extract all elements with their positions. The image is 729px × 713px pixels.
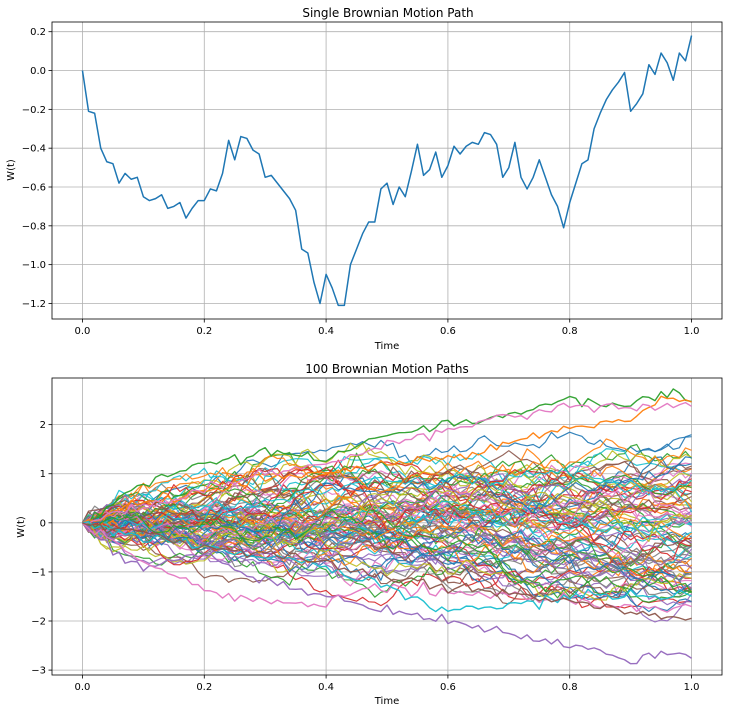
- path-line: [82, 503, 692, 585]
- path-line: [82, 452, 692, 524]
- y-tick-label: −2: [31, 617, 46, 628]
- y-tick-label: −3: [31, 666, 46, 677]
- y-tick-label: −0.8: [22, 221, 46, 232]
- path-line: [82, 467, 692, 556]
- x-tick-label: 1.0: [684, 682, 700, 693]
- y-tick-label: 1: [40, 469, 46, 480]
- x-tick-label: 0.6: [440, 682, 456, 693]
- y-tick-label: −1: [31, 567, 46, 578]
- series-line: [81, 35, 693, 307]
- path-line: [82, 467, 692, 566]
- y-tick-label: −1.2: [22, 299, 46, 310]
- path-line: [82, 456, 692, 553]
- x-tick-label: 0.2: [196, 326, 212, 337]
- path-line: [82, 401, 692, 524]
- path-line: [82, 395, 692, 524]
- path-line: [82, 501, 692, 603]
- y-tick-label: 0: [40, 518, 46, 529]
- y-tick-label: −0.4: [22, 144, 46, 155]
- multi-path-chart: 100 Brownian Motion Paths 0.0 0.2 0.4 0.6 0.…: [16, 362, 723, 707]
- path-line: [82, 466, 692, 531]
- y-tick-label: 0.0: [30, 66, 46, 77]
- x-axis-label: Time: [374, 696, 399, 707]
- single-path-chart: Single Brownian Motion Path 0.0 0.2 0.4 0.6…: [6, 6, 723, 352]
- plot-frame: [51, 21, 723, 320]
- path-line: [82, 498, 693, 548]
- y-axis-label: W(t): [16, 516, 27, 538]
- y-tick-label: 0.2: [30, 27, 46, 38]
- x-tick-label: 0.0: [75, 326, 91, 337]
- path-line: [82, 458, 692, 539]
- path-line: [82, 477, 692, 540]
- path-line: [82, 513, 692, 582]
- x-tick-label: 0.0: [75, 682, 91, 693]
- path-line: [82, 504, 692, 544]
- path-line: [82, 522, 692, 621]
- path-line: [82, 521, 692, 613]
- path-line: [82, 473, 693, 550]
- path-line: [82, 466, 692, 524]
- x-tick-label: 1.0: [684, 326, 700, 337]
- path-line: [82, 522, 692, 665]
- path-line: [81, 522, 692, 613]
- x-tick-label: 0.8: [562, 682, 578, 693]
- x-tick-label: 0.6: [440, 326, 456, 337]
- x-axis-label: Time: [374, 341, 399, 352]
- path-line: [82, 388, 692, 525]
- chart-title: Single Brownian Motion Path: [302, 6, 473, 20]
- path-line: [82, 431, 692, 528]
- x-tick-label: 0.2: [196, 682, 212, 693]
- y-tick-label: −0.6: [22, 183, 46, 194]
- y-tick-label: −0.2: [22, 105, 46, 116]
- chart-title: 100 Brownian Motion Paths: [305, 362, 469, 376]
- x-tick-label: 0.8: [562, 326, 578, 337]
- path-line: [82, 508, 693, 593]
- plot-frame: [51, 377, 723, 676]
- y-tick-label: 2: [40, 420, 46, 431]
- x-tick-label: 0.4: [318, 682, 334, 693]
- path-line: [82, 511, 692, 587]
- x-tick-label: 0.4: [318, 326, 334, 337]
- y-axis-label: W(t): [6, 159, 17, 181]
- path-line: [82, 470, 692, 538]
- path-line: [82, 522, 692, 592]
- path-line: [82, 438, 692, 527]
- y-tick-label: −1.0: [22, 260, 46, 271]
- path-line: [82, 510, 692, 595]
